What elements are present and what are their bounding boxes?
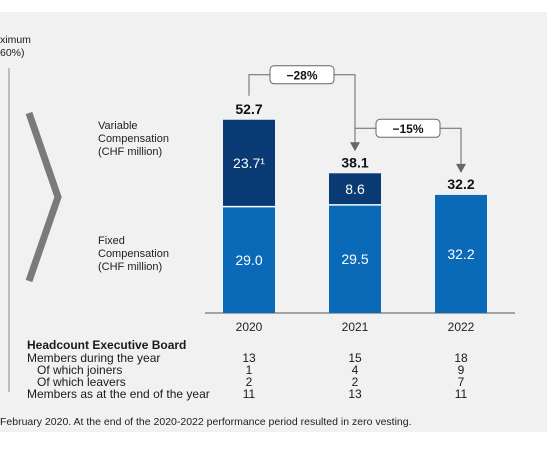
headcount-row-label: Members during the year [27,351,161,365]
corner-text: ximum 60%) [0,34,31,60]
chevron-icon [25,111,62,283]
headcount-row-label: Of which joiners [37,363,123,377]
year-label-2021: 2021 [341,320,369,334]
change-badge-0 [269,65,335,85]
bar-variable-2021 [329,173,381,205]
bar-fixed-2022 [435,194,487,313]
headcount-cell: 2 [351,375,359,389]
change-connector-right-0 [334,74,356,144]
headcount-row-label: Of which leavers [37,375,126,389]
headcount-cell: 15 [348,351,362,365]
footnote: February 2020. At the end of the 2020-20… [0,416,412,428]
fixed-label-line1: Fixed [98,235,125,247]
bar-total-label-2020: 52.7 [235,101,262,117]
change-arrows-group: −28% −15% [248,65,466,173]
bar-fixed-label-2021: 29.5 [341,251,368,267]
fixed-series-label: Fixed Compensation (CHF million) [98,235,169,274]
variable-series-label: Variable Compensation (CHF million) [98,120,169,159]
bar-variable-label-2020: 23.7¹ [233,155,265,171]
variable-label-line1: Variable [98,120,138,132]
bar-variable-2020 [223,119,275,207]
bars-group: 29.0 23.7¹ 52.7 29.5 8.6 38.1 32.2 32.2 [223,101,487,313]
variable-label-line2: Compensation [98,133,169,145]
year-label-2022: 2022 [447,320,475,334]
headcount-cell: 7 [457,375,465,389]
headcount-cell: 4 [351,363,359,377]
headcount-cell: 2 [245,375,253,389]
bar-variable-label-2021: 8.6 [345,181,365,197]
bar-fixed-label-2022: 32.2 [447,246,474,262]
fixed-label-line2: Compensation [98,248,169,260]
headcount-cell: 18 [454,351,468,365]
change-label-0: −28% [286,68,317,82]
headcount-cell: 13 [348,387,362,401]
bar-total-label-2021: 38.1 [341,154,368,170]
headcount-cell: 13 [242,351,256,365]
headcount-cell: 1 [245,363,253,377]
headcount-row-label: Members as at the end of the year [27,387,210,401]
bar-total-label-2022: 32.2 [447,176,474,192]
headcount-cell: 11 [454,387,468,401]
headcount-cell: 9 [457,363,465,377]
arrow-down-icon [456,163,466,173]
corner-text-line2: 60%) [0,47,25,59]
corner-text-line1: ximum [0,34,31,46]
year-label-2020: 2020 [235,320,263,334]
headcount-title: Headcount Executive Board [27,338,187,352]
change-connector-left-1 [354,127,376,150]
bar-fixed-label-2020: 29.0 [235,252,262,268]
change-badge-1 [375,118,441,138]
change-connector-right-1 [440,127,462,165]
change-connector-left-0 [248,74,270,96]
bar-fixed-2021 [329,204,381,313]
change-label-1: −15% [392,122,423,136]
bar-fixed-2020 [223,206,275,313]
variable-label-line3: (CHF million) [98,146,163,158]
fixed-label-line3: (CHF million) [98,261,163,273]
headcount-cell: 11 [242,387,256,401]
